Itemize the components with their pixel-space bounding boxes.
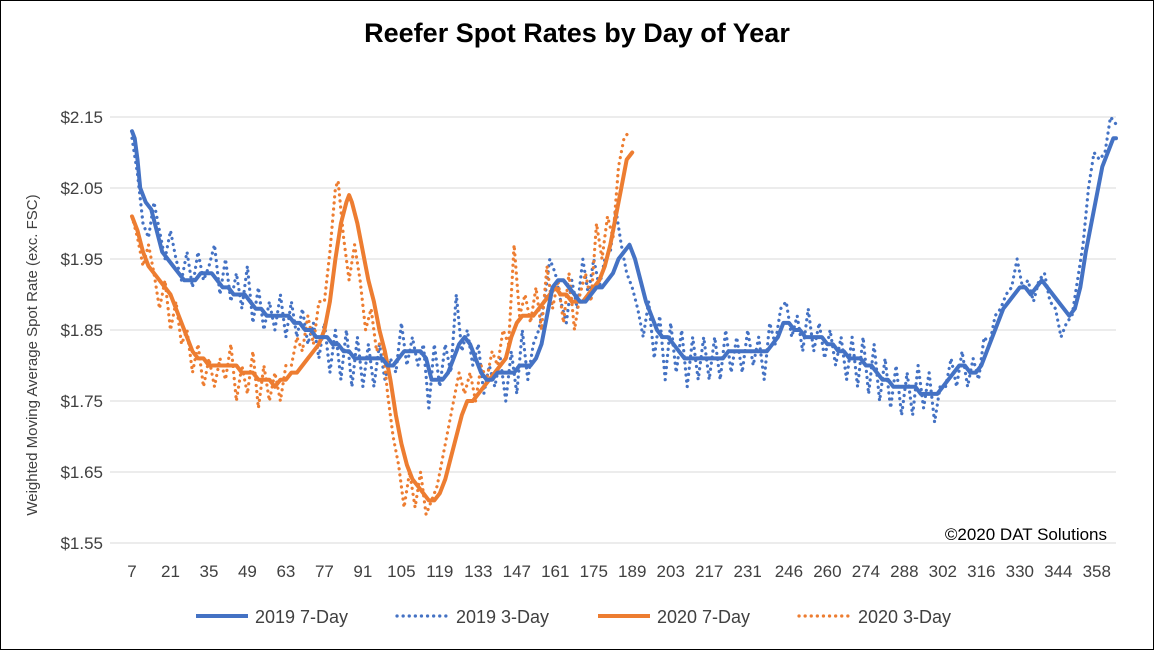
x-tick-label: 288 [890, 562, 918, 581]
legend-entry: 2020 3-Day [858, 607, 951, 627]
x-tick-label: 260 [813, 562, 841, 581]
x-tick-label: 316 [967, 562, 995, 581]
chart-title: Reefer Spot Rates by Day of Year [364, 18, 790, 48]
x-tick-label: 91 [353, 562, 372, 581]
gridlines [110, 116, 1116, 544]
x-tick-label: 7 [127, 562, 136, 581]
series-lines [130, 115, 1118, 517]
y-axis-label: Weighted Moving Average Spot Rate (exc. … [24, 194, 41, 515]
x-tick-label: 175 [580, 562, 608, 581]
x-tick-label: 35 [199, 562, 218, 581]
x-tick-label: 105 [387, 562, 415, 581]
x-tick-label: 203 [657, 562, 685, 581]
series-line-2019-7-day [130, 129, 1118, 396]
x-tick-label: 344 [1044, 562, 1072, 581]
x-tick-label: 217 [695, 562, 723, 581]
y-tick-label: $1.55 [60, 534, 103, 553]
x-tick-label: 49 [238, 562, 257, 581]
x-tick-label: 161 [541, 562, 569, 581]
series-line-2019-3-day [130, 115, 1118, 424]
series-line-2020-3-day [130, 129, 632, 517]
x-tick-label: 77 [315, 562, 334, 581]
x-tick-label: 274 [852, 562, 880, 581]
x-tick-label: 330 [1006, 562, 1034, 581]
legend-entry: 2020 7-Day [657, 607, 750, 627]
x-tick-label: 21 [161, 562, 180, 581]
y-tick-label: $1.85 [60, 321, 103, 340]
y-tick-label: $1.65 [60, 463, 103, 482]
x-tick-label: 133 [464, 562, 492, 581]
x-tick-label: 246 [775, 562, 803, 581]
x-tick-label: 189 [618, 562, 646, 581]
x-tick-label: 231 [733, 562, 761, 581]
x-tick-labels: 7 21 35 49 63 77 91 105 119 133 147 161 175 189 203 217… [127, 562, 1111, 581]
x-tick-label: 119 [426, 562, 453, 581]
legend-entry: 2019 3-Day [456, 607, 549, 627]
y-tick-label: $2.15 [60, 108, 103, 127]
y-tick-label: $1.75 [60, 392, 103, 411]
series-line-2020-7-day [130, 150, 635, 503]
x-tick-label: 147 [503, 562, 531, 581]
y-tick-labels: $2.15 $2.05 $1.95 $1.85 $1.75 $1.65 $1.55 [60, 108, 103, 553]
legend: 2019 7-Day 2019 3-Day 2020 7-Day 2020 3-Day [196, 607, 951, 627]
y-tick-label: $1.95 [60, 250, 103, 269]
copyright-annotation: ©2020 DAT Solutions [945, 525, 1107, 544]
legend-entry: 2019 7-Day [255, 607, 348, 627]
x-tick-label: 63 [276, 562, 295, 581]
x-tick-label: 358 [1083, 562, 1111, 581]
y-tick-label: $2.05 [60, 179, 103, 198]
x-tick-label: 302 [929, 562, 957, 581]
